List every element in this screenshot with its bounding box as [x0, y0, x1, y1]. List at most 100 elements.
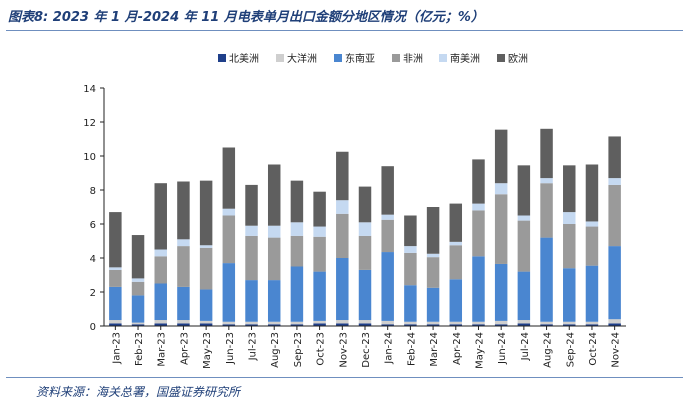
bar-segment [426, 324, 440, 326]
bar-segment [472, 203, 485, 211]
bar-segment [313, 320, 326, 324]
legend-swatch [392, 54, 400, 62]
bar-segment [290, 324, 304, 326]
y-tick-label: 0 [90, 322, 96, 333]
bar-segment [449, 279, 463, 322]
bar-segment [563, 212, 576, 224]
bar-segment [109, 267, 122, 270]
bar-segment [199, 245, 213, 248]
bar-segment [154, 283, 167, 321]
bar-segment [404, 285, 417, 322]
bar-segment [290, 222, 304, 236]
x-tick-label: Nov-24 [611, 332, 622, 368]
bar-segment [404, 246, 417, 253]
bar-segment [267, 280, 281, 322]
bar-segment [131, 235, 145, 279]
bar-segment [358, 186, 372, 223]
source-divider [6, 377, 683, 378]
y-tick-label: 12 [83, 118, 96, 129]
bar-segment [336, 323, 349, 326]
bar-segment [313, 323, 326, 326]
source-note: 资料来源：海关总署，国盛证券研究所 [36, 385, 241, 399]
bar-segment [199, 320, 213, 324]
legend-label: 南美洲 [450, 52, 480, 65]
bar-segment [540, 324, 553, 326]
x-tick-label: Feb-24 [406, 332, 417, 366]
y-tick-label: 2 [90, 288, 96, 299]
bar-segment [381, 166, 394, 215]
bar-segment [426, 253, 440, 258]
bar-segment [381, 320, 394, 325]
legend-label: 东南亚 [345, 52, 375, 65]
bar-segment [404, 215, 417, 247]
x-tick-label: Jun-24 [497, 332, 508, 365]
bar-segment [222, 324, 236, 326]
bar-segment [472, 210, 485, 257]
bar-segment [494, 194, 508, 264]
y-tick-label: 4 [90, 254, 96, 265]
bar-segment [494, 129, 508, 184]
bar-segment [608, 323, 621, 326]
bar-segment [290, 266, 304, 322]
x-tick-label: Apr-24 [452, 332, 463, 365]
x-tick-label: Dec-23 [361, 332, 372, 368]
x-tick-label: Apr-23 [179, 332, 190, 365]
y-axis: 0 2 4 6 8 10 12 14 [83, 84, 105, 333]
bar-segment [313, 226, 326, 237]
bar-segment [199, 323, 213, 326]
bar-segment [222, 208, 236, 216]
x-tick-label: Mar-24 [429, 332, 440, 367]
y-tick-label: 8 [90, 186, 96, 197]
bar-segment [517, 215, 531, 221]
bar-segment [109, 269, 122, 287]
bar-segment [449, 324, 463, 326]
bar-segment [154, 320, 167, 324]
bar-segment [358, 320, 372, 324]
bar-segment [472, 256, 485, 322]
bar-segment [517, 320, 531, 324]
bar-segment [472, 159, 485, 204]
bar-segment [517, 220, 531, 272]
bar-segment [449, 241, 463, 246]
x-tick-label: Oct-24 [588, 332, 599, 366]
title-divider [6, 30, 683, 31]
bar-segment [358, 323, 372, 326]
bar-segment [131, 322, 145, 325]
bar-segment [109, 320, 122, 324]
bar-segment [449, 245, 463, 280]
legend-label: 北美洲 [229, 52, 259, 65]
bar-segment [199, 289, 213, 321]
bar-segment [290, 321, 304, 325]
bar-segment [199, 180, 213, 246]
bar-segment [245, 324, 258, 326]
bar-segment [154, 323, 167, 326]
bar-segment [494, 324, 508, 326]
x-tick-label: Sep-24 [565, 332, 576, 367]
bar-segment [608, 136, 621, 179]
bar-segment [222, 321, 236, 325]
bar-segment [426, 321, 440, 325]
bar-segment [109, 323, 122, 326]
bar-segment [517, 165, 531, 216]
bar-segment [154, 256, 167, 284]
bar-segment [313, 271, 326, 321]
bar-segment [608, 178, 621, 185]
bar-segment [154, 183, 167, 250]
bar-segment [381, 324, 394, 326]
bar-segment [313, 236, 326, 272]
legend-swatch [497, 54, 505, 62]
bar-segment [267, 164, 281, 226]
bar-segment [404, 321, 417, 325]
bar-segment [494, 320, 508, 325]
x-tick-label: Feb-23 [134, 332, 145, 366]
bar-segment [222, 263, 236, 322]
x-axis: Jan-23 Feb-23 Mar-23 Apr-23 May-23 Jun-23 Jul-… [104, 325, 626, 369]
x-tick-label: Jul-23 [248, 332, 259, 361]
bar-segment [245, 225, 258, 236]
bar-segment [358, 235, 372, 270]
bars-group [109, 128, 621, 326]
x-tick-label: Jan-24 [384, 332, 395, 365]
y-tick-label: 6 [90, 220, 96, 231]
x-tick-label: Nov-23 [338, 332, 349, 368]
